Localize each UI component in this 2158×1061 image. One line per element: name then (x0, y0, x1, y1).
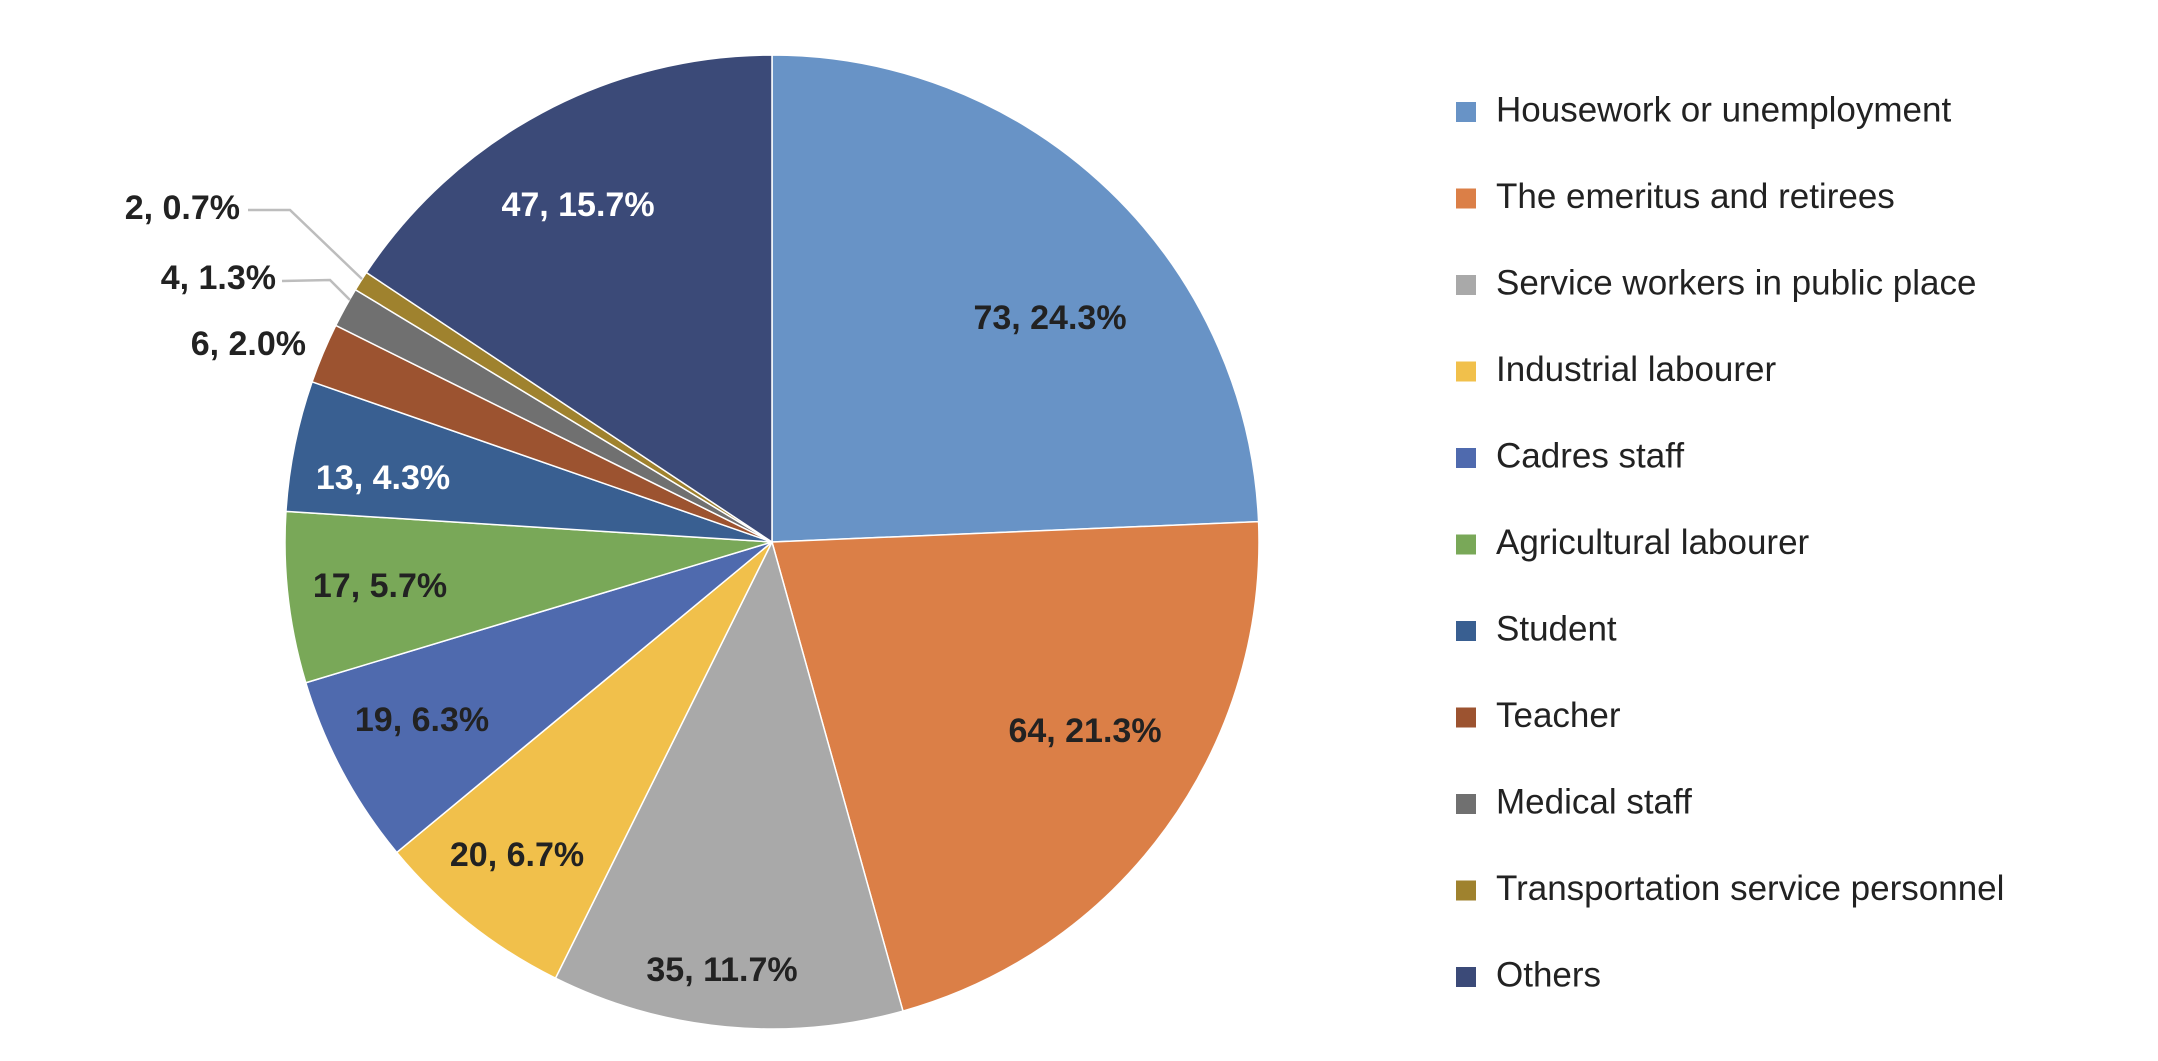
pie-slice-the-emeritus-and-retirees (771, 520, 1260, 1012)
pie-slice-industrial-labourer (395, 541, 773, 980)
pie-slices (284, 54, 1260, 1030)
pie-slice-agricultural-labourer (284, 510, 773, 684)
legend-swatch-transportation-service-personnel (1456, 880, 1476, 901)
legend-label-the-emeritus-and-retirees: The emeritus and retirees (1496, 177, 1895, 216)
legend-swatch-industrial-labourer (1456, 361, 1476, 382)
legend-swatch-medical-staff (1456, 794, 1476, 814)
legend-label-service-workers-in-public-place: Service workers in public place (1496, 263, 1976, 302)
legend-label-housework-or-unemployment: Housework or unemployment (1496, 90, 1951, 129)
legend-item-cadres-staff: Cadres staff (1456, 436, 1684, 475)
legend-label-medical-staff: Medical staff (1496, 782, 1692, 821)
legend-item-housework-or-unemployment: Housework or unemployment (1456, 90, 1951, 129)
legend-item-the-emeritus-and-retirees: The emeritus and retirees (1456, 177, 1895, 216)
pie-slice-others (365, 54, 773, 544)
legend-item-student: Student (1456, 609, 1617, 648)
legend-swatch-housework-or-unemployment (1456, 102, 1476, 122)
legend-swatch-agricultural-labourer (1456, 534, 1476, 555)
leader-lines (248, 208, 363, 301)
data-label-medical-staff: 4, 1.3% (161, 259, 276, 297)
legend-swatch-student (1456, 621, 1476, 641)
legend-label-transportation-service-personnel: Transportation service personnel (1496, 869, 2004, 908)
legend-swatch-cadres-staff (1456, 448, 1476, 468)
legend-label-cadres-staff: Cadres staff (1496, 436, 1684, 475)
data-label-service-workers-in-public-place: 35, 11.7% (646, 951, 797, 989)
data-labels: 73, 24.3% 64, 21.3% 35, 11.7% 20, 6.7% 19, 6… (125, 186, 1162, 989)
legend-label-agricultural-labourer: Agricultural labourer (1496, 523, 1810, 562)
legend-label-student: Student (1496, 609, 1617, 648)
data-label-housework-or-unemployment: 73, 24.3% (973, 299, 1126, 337)
leader-line-medical-staff (281, 278, 351, 301)
data-label-others: 47, 15.7% (501, 186, 654, 224)
legend-label-industrial-labourer: Industrial labourer (1496, 350, 1776, 389)
data-label-transportation-service-personnel: 2, 0.7% (125, 189, 240, 227)
pie-slice-housework-or-unemployment (771, 54, 1260, 543)
data-label-the-emeritus-and-retirees: 64, 21.3% (1008, 712, 1161, 750)
legend-swatch-teacher (1456, 707, 1476, 728)
legend-item-industrial-labourer: Industrial labourer (1456, 350, 1776, 389)
pie-slice-cadres-staff (304, 541, 773, 854)
legend-item-teacher: Teacher (1456, 696, 1621, 735)
legend-swatch-service-workers-in-public-place (1456, 275, 1476, 295)
legend-item-medical-staff: Medical staff (1456, 782, 1692, 821)
data-label-agricultural-labourer: 17, 5.7% (313, 567, 447, 605)
legend-item-others: Others (1456, 955, 1601, 994)
legend-item-service-workers-in-public-place: Service workers in public place (1456, 263, 1976, 302)
data-label-teacher: 6, 2.0% (191, 325, 306, 363)
legend-label-others: Others (1496, 955, 1601, 994)
pie-slice-service-workers-in-public-place (554, 539, 904, 1030)
legend-item-transportation-service-personnel: Transportation service personnel (1456, 869, 2004, 908)
data-label-student: 13, 4.3% (316, 459, 450, 497)
legend-label-teacher: Teacher (1496, 696, 1621, 735)
legend: Housework or unemployment The emeritus an… (1456, 90, 2004, 994)
data-label-cadres-staff: 19, 6.3% (355, 701, 489, 739)
data-label-industrial-labourer: 20, 6.7% (450, 836, 584, 874)
legend-item-agricultural-labourer: Agricultural labourer (1456, 523, 1810, 562)
leader-line-transportation-service-personnel (248, 208, 363, 280)
legend-swatch-the-emeritus-and-retirees (1456, 188, 1476, 209)
legend-swatch-others (1456, 967, 1476, 987)
